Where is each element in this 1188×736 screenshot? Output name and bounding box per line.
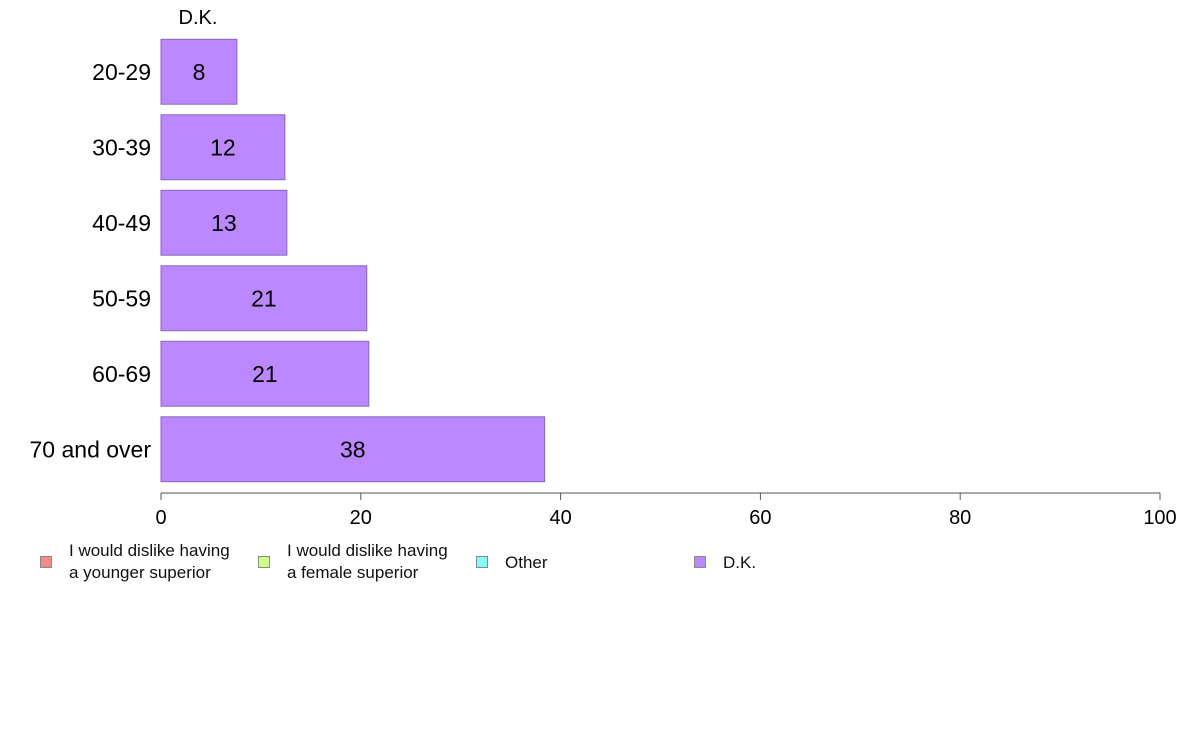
category-label: 60-69 xyxy=(92,361,151,387)
bar-value-label: 38 xyxy=(340,436,366,462)
x-tick-label: 40 xyxy=(549,507,571,529)
bar-20-29 xyxy=(160,38,238,105)
bar-value-label: 21 xyxy=(251,285,277,311)
x-tick-label: 60 xyxy=(749,507,771,529)
legend-item-other: Other xyxy=(476,540,548,574)
legend-label-other: Other xyxy=(505,553,548,572)
bar-40-49 xyxy=(160,189,288,256)
bars-group: 8 20-29 12 30-39 13 40-49 21 50-59 21 60-69 38 70 a… xyxy=(30,38,546,483)
legend-item-female-superior: I would dislike having a female superior xyxy=(258,540,448,584)
legend-label-younger-superior: I would dislike having a younger superio… xyxy=(69,541,230,582)
legend-swatch-dk xyxy=(694,556,706,568)
x-tick-label: 0 xyxy=(155,507,166,529)
bar-50-59 xyxy=(160,265,368,332)
bar-30-39 xyxy=(160,114,286,181)
bar-value-label: 21 xyxy=(252,361,278,387)
category-label: 50-59 xyxy=(92,285,151,311)
x-tick-label: 20 xyxy=(350,507,372,529)
bar-value-label: 8 xyxy=(193,59,206,85)
bar-60-69 xyxy=(160,340,370,407)
bar-70-and-over xyxy=(160,416,546,483)
bar-chart: D.K. 8 20-29 12 30-39 13 40-49 21 50-59 21 60-69 3… xyxy=(30,7,1177,529)
legend-swatch-younger-superior xyxy=(40,556,52,568)
legend-label-dk: D.K. xyxy=(723,553,757,572)
x-tick-label: 80 xyxy=(949,507,971,529)
category-label: 70 and over xyxy=(30,436,152,462)
bar-value-label: 13 xyxy=(211,210,237,236)
series-label: D.K. xyxy=(179,7,218,29)
legend-item-younger-superior: I would dislike having a younger superio… xyxy=(40,540,230,584)
category-label: 20-29 xyxy=(92,59,151,85)
category-label: 40-49 xyxy=(92,210,151,236)
legend-swatch-female-superior xyxy=(258,556,270,568)
legend-swatch-other xyxy=(476,556,488,568)
legend: I would dislike having a younger superio… xyxy=(0,540,1188,600)
legend-item-dk: D.K. xyxy=(694,540,756,574)
bar-value-label: 12 xyxy=(210,134,236,160)
legend-label-female-superior: I would dislike having a female superior xyxy=(287,541,448,582)
category-label: 30-39 xyxy=(92,134,151,160)
x-axis: 0 20 40 60 80 100 xyxy=(155,492,1177,529)
x-tick-label: 100 xyxy=(1143,507,1176,529)
